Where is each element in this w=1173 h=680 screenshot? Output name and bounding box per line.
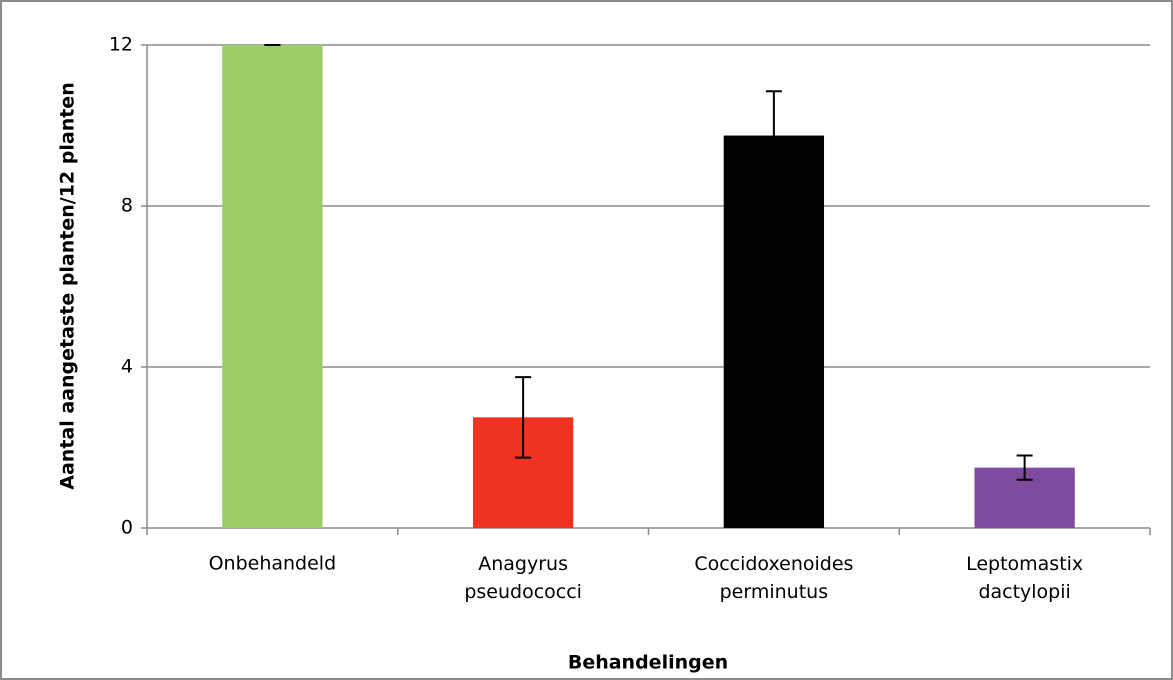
y-axis-title: Aantal aangetaste planten/12 planten — [57, 82, 79, 489]
y-tick-label: 4 — [121, 356, 133, 378]
x-tick-label: Anagyrus pseudococci — [464, 553, 582, 603]
x-axis-title: Behandelingen — [568, 652, 728, 674]
y-tick-label: 12 — [109, 34, 133, 56]
bar — [222, 45, 323, 528]
x-tick-label: Onbehandeld — [209, 553, 337, 575]
x-tick-label: Coccidoxenoides perminutus — [694, 553, 853, 603]
y-tick-label: 8 — [121, 195, 133, 217]
bar — [723, 135, 825, 528]
x-tick-label: Leptomastix dactylopii — [966, 553, 1083, 603]
y-tick-label: 0 — [121, 517, 133, 539]
